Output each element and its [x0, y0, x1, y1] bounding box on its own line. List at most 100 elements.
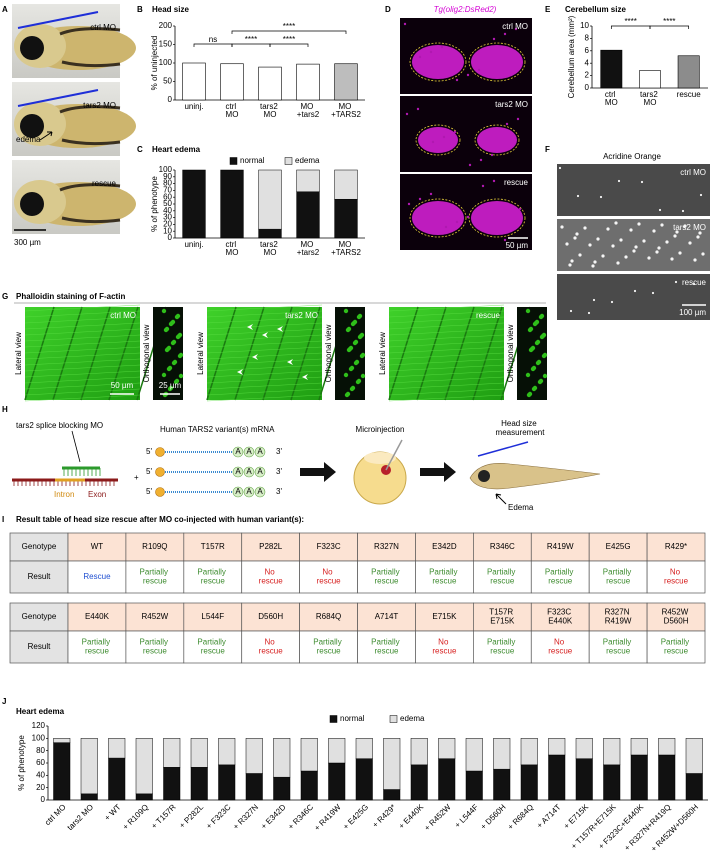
cerebellum-outline	[409, 198, 467, 238]
speckle	[518, 207, 522, 211]
cerebellum-signal	[471, 45, 523, 79]
bar-segment	[603, 738, 621, 766]
diagram-label: Head size measurement	[496, 419, 546, 437]
cerebellum-signal	[412, 201, 464, 235]
fiber	[24, 364, 141, 372]
fiber	[388, 310, 505, 318]
fiber	[206, 328, 323, 336]
fiber	[24, 304, 141, 312]
fiber-section	[356, 378, 362, 384]
cell-dot	[573, 236, 577, 240]
myotome-border	[234, 306, 265, 401]
bar-segment	[630, 754, 648, 801]
cell-dot	[699, 193, 703, 197]
fiber	[388, 346, 505, 354]
table-cell	[473, 602, 532, 632]
strand-end: 5'	[146, 467, 152, 476]
table-cell	[530, 560, 590, 594]
table-cell	[241, 532, 300, 562]
arrowhead	[237, 369, 243, 375]
genotype: E715K	[432, 612, 457, 621]
y-tick-label: 70	[163, 186, 172, 195]
table-cell	[183, 560, 243, 594]
cell-dot	[619, 238, 623, 242]
cell-dot	[637, 222, 641, 226]
x-tick-label: + D560H	[479, 802, 508, 831]
cell-dot	[665, 240, 669, 244]
cell-dot	[651, 291, 655, 295]
fish-eye	[20, 192, 44, 216]
bead-label: A	[235, 467, 241, 476]
x-tick-label: + R452W+D560H	[649, 802, 700, 853]
strand-end: 5'	[146, 487, 152, 496]
larva	[469, 463, 601, 490]
bar-segment	[520, 764, 538, 801]
speckle	[416, 107, 420, 111]
y-tick-label: 120	[32, 721, 46, 730]
image-label: rescue	[476, 311, 501, 320]
myotome-border	[24, 306, 55, 401]
diagram-label: Intron	[54, 490, 74, 499]
result: Partially rescue	[140, 568, 171, 586]
arrowhead	[287, 359, 293, 365]
arrowhead	[277, 326, 283, 332]
speckle	[444, 225, 448, 229]
significance-bracket	[231, 30, 347, 34]
cell-dot	[692, 282, 696, 286]
table-cell	[183, 602, 243, 632]
fiber-section	[532, 385, 538, 391]
y-tick-label: 100	[32, 733, 46, 742]
larva-eye	[478, 470, 490, 482]
cerebellum-signal	[412, 45, 464, 79]
bar-segment	[300, 770, 318, 801]
row-header: Result	[28, 572, 51, 581]
fiber-section	[178, 373, 184, 379]
strand-end: 3'	[276, 487, 282, 496]
table-cell	[241, 602, 300, 632]
result: Partially rescue	[197, 638, 228, 656]
fiber-section	[170, 319, 176, 325]
head-line	[17, 89, 99, 107]
speckle	[407, 202, 411, 206]
bar-segment	[258, 228, 282, 239]
bar-segment	[296, 191, 320, 239]
bar-segment	[438, 758, 456, 801]
bar-segment	[383, 738, 401, 790]
speckle	[455, 78, 459, 82]
fish-pigment	[59, 105, 121, 146]
legend-label: edema	[295, 156, 320, 165]
fiber	[24, 352, 141, 360]
fiber-section	[541, 332, 547, 338]
result: Partially rescue	[140, 638, 171, 656]
bar	[258, 66, 282, 101]
bar-segment	[493, 768, 511, 801]
photo	[557, 164, 710, 216]
image-label: rescue	[504, 178, 529, 187]
fiber-section	[525, 308, 531, 314]
result: Partially rescue	[545, 568, 576, 586]
fiber	[206, 352, 323, 360]
poly-a-bead	[243, 446, 255, 458]
fiber	[388, 316, 505, 324]
row-header: Genotype	[22, 612, 57, 621]
table-cell	[415, 560, 474, 594]
bar-segment	[658, 738, 676, 756]
poly-a-bead	[243, 466, 255, 478]
fiber	[388, 340, 505, 348]
panel-letter: A	[2, 5, 8, 14]
genotype: R327N	[374, 542, 399, 551]
axis-label: Lateral view	[378, 332, 387, 375]
poly-a-bead	[243, 486, 255, 498]
bead-label: A	[235, 487, 241, 496]
y-tick-label: 50	[163, 199, 172, 208]
cell-dot	[683, 224, 687, 228]
cell-dot	[681, 209, 685, 213]
fiber-section	[345, 391, 351, 397]
y-tick-label: 30	[163, 213, 172, 222]
chart-title: Head size	[152, 5, 189, 14]
row-header: Result	[28, 642, 51, 651]
cell-dot	[634, 245, 638, 249]
genotype: WT	[91, 542, 104, 551]
fiber-section	[343, 308, 349, 314]
speckle	[505, 122, 509, 126]
